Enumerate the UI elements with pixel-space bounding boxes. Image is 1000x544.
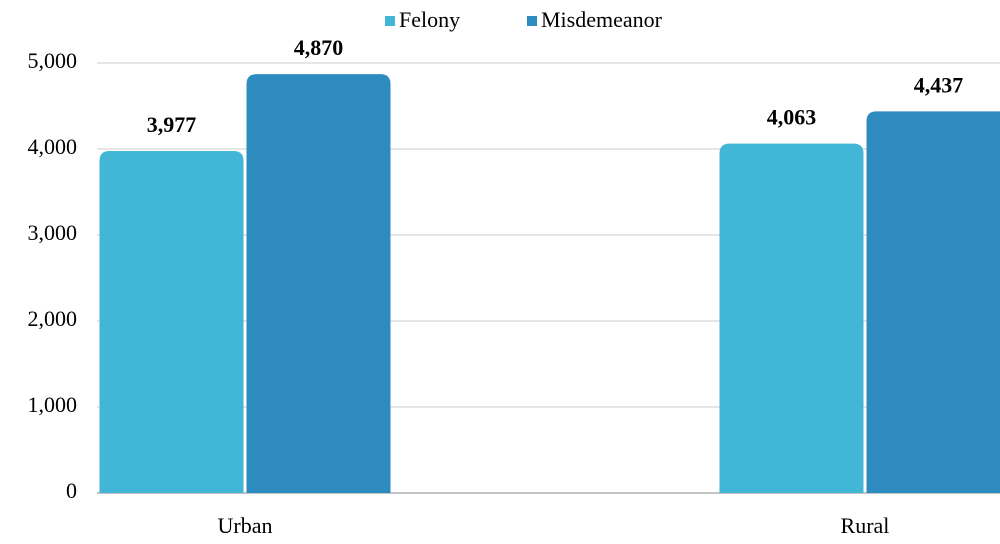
value-label: 3,977 [147,112,197,137]
value-label: 4,870 [294,35,344,60]
x-tick-label: Rural [841,513,890,538]
legend-label: Felony [399,7,460,32]
bar [100,151,244,493]
legend-swatch [527,16,537,26]
bar [720,144,864,493]
y-tick-label: 2,000 [28,306,78,331]
y-tick-label: 3,000 [28,220,78,245]
y-tick-label: 0 [66,478,77,503]
y-tick-label: 4,000 [28,134,78,159]
value-label: 4,063 [767,105,817,130]
bar [247,74,391,493]
value-label: 4,437 [914,72,964,97]
x-tick-label: Urban [218,513,273,538]
legend-label: Misdemeanor [541,7,663,32]
legend-swatch [385,16,395,26]
y-tick-label: 5,000 [28,48,78,73]
bar [867,111,1000,493]
y-tick-label: 1,000 [28,392,78,417]
